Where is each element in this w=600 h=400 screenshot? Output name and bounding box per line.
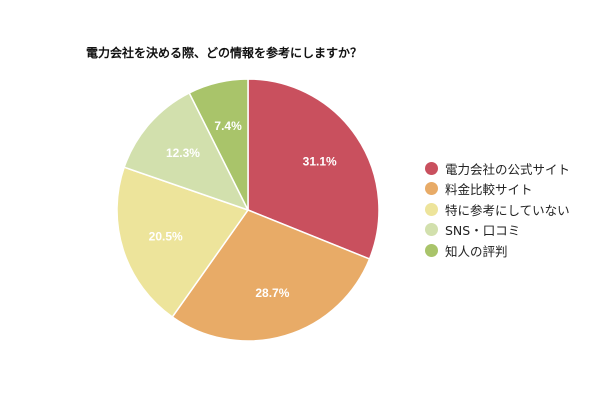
slice-value-label: 28.7%	[255, 286, 289, 300]
legend-item: 料金比較サイト	[425, 179, 570, 200]
chart-title: 電力会社を決める際、どの情報を参考にしますか？	[86, 46, 363, 60]
slice-value-label: 20.5%	[149, 229, 183, 243]
slice-value-label: 7.4%	[214, 119, 242, 133]
legend: 電力会社の公式サイト 料金比較サイト 特に参考にしていない SNS・口コミ 知人…	[425, 158, 570, 261]
legend-label: 特に参考にしていない	[445, 202, 570, 218]
pie-slice	[247, 78, 380, 260]
legend-label: 知人の評判	[445, 243, 508, 259]
legend-swatch-icon	[425, 161, 438, 175]
pie-slice	[123, 91, 250, 212]
pie-slice	[188, 78, 249, 211]
legend-label: 電力会社の公式サイト	[445, 161, 571, 177]
pie-slice	[171, 209, 371, 342]
legend-item: 知人の評判	[425, 240, 570, 261]
legend-label: SNS・口コミ	[445, 223, 521, 239]
pie-slice	[116, 166, 250, 318]
legend-swatch-icon	[425, 243, 438, 257]
legend-item: 電力会社の公式サイト	[425, 158, 570, 179]
slice-value-label: 12.3%	[166, 146, 200, 160]
legend-label: 料金比較サイト	[445, 182, 533, 198]
legend-swatch-icon	[425, 202, 438, 216]
legend-item: SNS・口コミ	[425, 220, 570, 241]
legend-item: 特に参考にしていない	[425, 199, 570, 220]
slice-value-label: 31.1%	[303, 155, 337, 169]
legend-swatch-icon	[425, 182, 438, 196]
legend-swatch-icon	[425, 223, 438, 237]
